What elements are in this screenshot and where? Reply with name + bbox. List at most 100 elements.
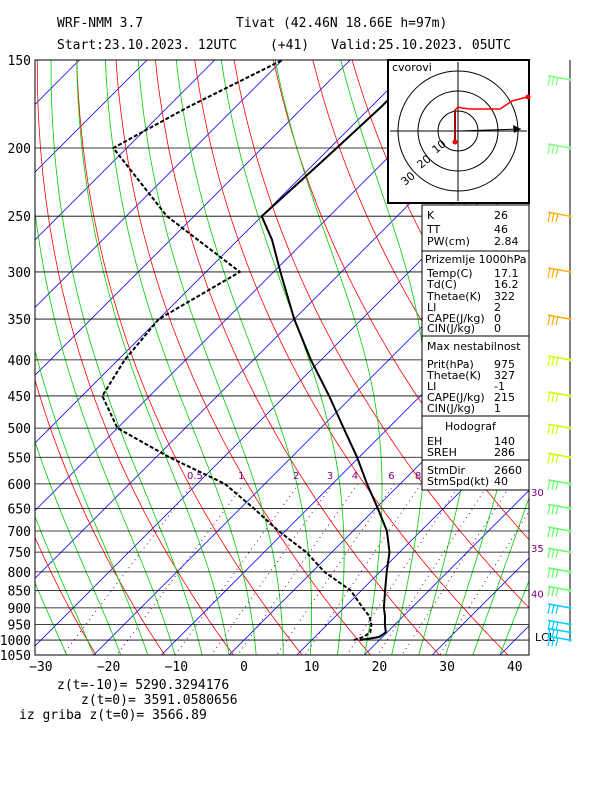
wind-barb-flag xyxy=(551,392,555,403)
temperature-tick-label: −20 xyxy=(97,660,120,675)
pressure-tick-label: 1000 xyxy=(0,634,31,649)
wind-barb-flag xyxy=(551,144,555,155)
idx-block3-title: Max nestabilnost xyxy=(427,340,521,353)
wind-barb-shaft xyxy=(547,526,571,532)
isohume-label: 35 xyxy=(531,544,544,555)
idx-cape-value: 0 xyxy=(494,312,501,325)
isotherm-line xyxy=(161,286,529,655)
dry-adiabat-line xyxy=(588,60,600,655)
wind-barb-dot xyxy=(568,426,572,430)
idx-td-value: 16.2 xyxy=(494,278,519,291)
temperature-tick-label: 10 xyxy=(304,660,320,675)
dry-adiabat-line xyxy=(115,60,372,655)
wind-barb-flag xyxy=(551,586,555,597)
valid-time: Valid:25.10.2023. 05UTC xyxy=(331,38,511,53)
moist-adiabat-line xyxy=(76,60,230,655)
wind-barb-dot xyxy=(568,270,572,274)
wind-barb-flag xyxy=(555,605,559,615)
idx-li2-value: -1 xyxy=(494,380,505,393)
wind-barb-dot xyxy=(568,214,572,218)
wind-barb-flag xyxy=(547,453,551,464)
idx-stmspd-value: 40 xyxy=(494,475,508,488)
mixing-ratio-line xyxy=(346,483,461,655)
wind-barb-dot xyxy=(568,394,572,398)
moist-adiabat-line xyxy=(35,208,176,655)
wind-barb-flag xyxy=(555,569,559,578)
wind-barb-shaft xyxy=(547,391,571,397)
idx-eh-value: 140 xyxy=(494,435,515,448)
temperature-tick-label: 0 xyxy=(240,660,248,675)
pressure-tick-label: 750 xyxy=(8,546,31,561)
wind-barb-flag xyxy=(555,213,559,223)
wind-barb-dot xyxy=(568,550,572,554)
pressure-tick-label: 400 xyxy=(8,354,31,369)
forecast-offset: (+41) xyxy=(270,38,309,53)
wind-barb-flag xyxy=(547,391,551,403)
moist-adiabat-line xyxy=(175,60,312,655)
idx-sreh-value: 286 xyxy=(494,446,515,459)
idx-temp-value: 17.1 xyxy=(494,267,519,280)
mixing-ratio-line xyxy=(174,483,300,655)
wind-barb-shaft xyxy=(547,603,571,609)
mixing-ratio-line xyxy=(276,483,395,655)
wind-barb-flag xyxy=(555,393,559,403)
idx-block2-title: Prizemlje 1000hPa xyxy=(425,253,527,266)
wind-barb-flag xyxy=(547,143,551,155)
pressure-axis: 150 200 250 300 350 400 450 500 550 600 650 700 750 8… xyxy=(0,54,31,664)
mixing-ratio-label: 2 xyxy=(293,471,299,482)
wind-barb-flag xyxy=(555,145,559,155)
wind-barb-flag xyxy=(547,355,551,367)
wind-barb-shaft xyxy=(547,627,571,634)
indices-block-5 xyxy=(421,459,530,491)
isotherm-line xyxy=(35,60,283,309)
wind-barb-shaft xyxy=(547,355,571,361)
dewpoint-profile xyxy=(101,60,373,642)
mixing-ratio-line xyxy=(439,510,529,655)
wind-barb-shaft xyxy=(547,74,571,81)
wind-barb-flag xyxy=(547,314,551,326)
wind-barb-shaft xyxy=(547,452,571,459)
pressure-tick-label: 450 xyxy=(8,390,31,405)
wind-barb-flag xyxy=(547,212,551,223)
idx-pw-label: PW(cm) xyxy=(427,235,470,248)
pressure-tick-label: 850 xyxy=(8,584,31,599)
start-time: Start:23.10.2023. 12UTC xyxy=(57,38,237,53)
pressure-tick-label: 800 xyxy=(8,566,31,581)
wind-barb-shaft xyxy=(547,423,571,429)
wind-barb-dot xyxy=(568,570,572,574)
temperature-tick-label: −30 xyxy=(29,660,52,675)
dry-adiabat-line xyxy=(36,60,234,655)
mixing-ratio-line xyxy=(401,483,512,655)
wind-barb-flag xyxy=(551,504,555,515)
hodo-storm-vector xyxy=(457,128,522,132)
idx-cin-label: CIN(J/kg) xyxy=(427,322,475,335)
idx-prit-value: 975 xyxy=(494,358,515,371)
wind-barb-shaft xyxy=(547,585,571,592)
pressure-tick-label: 300 xyxy=(8,266,31,281)
mixing-ratio-label: 3 xyxy=(327,471,333,482)
mixing-ratio-line xyxy=(237,483,359,655)
wind-barb-dot xyxy=(568,588,572,592)
idx-cape-label: CAPE(J/kg) xyxy=(427,312,485,325)
isotherm-line xyxy=(35,60,148,173)
isotherm-line xyxy=(93,219,529,655)
moist-adiabat-line xyxy=(220,60,345,655)
isohume-label: 40 xyxy=(531,589,544,600)
idx-li-label: LI xyxy=(427,301,436,314)
mixing-ratio-label: 8 xyxy=(415,471,421,482)
wind-barb-flag xyxy=(555,425,559,435)
wind-barb-flag xyxy=(555,528,559,538)
wind-barb-dot xyxy=(568,630,572,634)
idx-thetae2-label: Thetae(K) xyxy=(426,369,481,382)
idx-block4-title: Hodograf xyxy=(445,420,497,433)
wind-barb-dot xyxy=(568,358,572,362)
wind-barb-flag xyxy=(547,526,551,538)
wind-barb-shaft xyxy=(547,143,571,149)
footer-z-grib: iz griba z(t=0)= 3566.89 xyxy=(19,708,207,723)
isotherm-line xyxy=(35,60,216,241)
isotherm-line xyxy=(35,60,419,444)
wind-barb-flag xyxy=(547,547,551,559)
sounding-profiles xyxy=(101,60,429,642)
isotherm-line xyxy=(35,60,486,512)
